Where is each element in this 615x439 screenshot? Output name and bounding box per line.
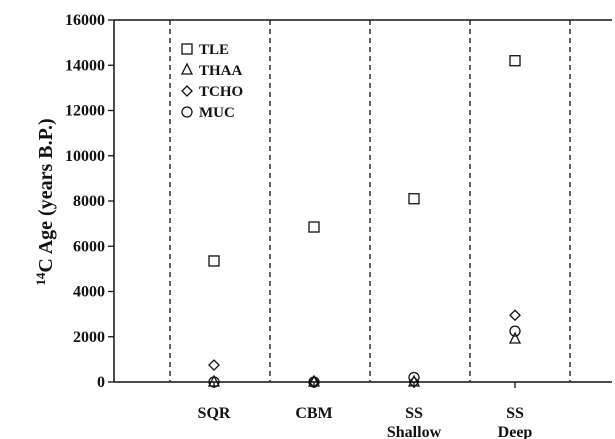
- data-point-muc: [208, 376, 220, 388]
- data-point-tle: [208, 255, 220, 267]
- data-point-thaa: [407, 374, 421, 387]
- y-tick-label: 6000: [73, 238, 105, 255]
- data-point-thaa: [307, 374, 321, 387]
- y-tick-label: 10000: [65, 148, 105, 165]
- legend-marker-tcho: [181, 85, 193, 97]
- y-tick-label: 0: [97, 374, 105, 391]
- data-point-tcho: [208, 359, 220, 371]
- x-category-label: Deep: [498, 424, 533, 439]
- data-points: [207, 55, 522, 388]
- legend-label: TLE: [199, 42, 229, 58]
- y-tick-label: 12000: [65, 103, 105, 120]
- y-tick-label: 2000: [73, 329, 105, 346]
- x-category-label: CBM: [295, 405, 332, 422]
- x-category-label: SS: [405, 405, 423, 422]
- data-point-thaa: [508, 331, 522, 344]
- data-point-tle: [308, 221, 320, 233]
- x-category-labels: SQR CBM SS Shallow SS Deep: [198, 382, 533, 439]
- legend-label: MUC: [199, 105, 235, 121]
- category-dividers: [169, 20, 571, 382]
- legend-marker-tle: [181, 43, 193, 55]
- legend-label: THAA: [199, 63, 243, 79]
- y-axis-label: 14C Age (years B.P.): [33, 118, 57, 285]
- data-point-tle: [408, 193, 420, 205]
- y-axis-label-superscript: 14: [33, 272, 48, 286]
- y-tick-label: 14000: [65, 57, 105, 74]
- x-category-label: SQR: [198, 405, 231, 422]
- data-point-muc: [408, 371, 420, 384]
- y-ticks: 0 2000 4000 6000 8000 10000 12000 14000 16000: [65, 12, 114, 391]
- legend-marker-muc: [181, 106, 193, 118]
- data-point-muc: [308, 376, 320, 388]
- y-axis-label-text: C Age (years B.P.): [35, 118, 57, 272]
- data-point-muc: [509, 325, 521, 337]
- x-category-label: Shallow: [387, 424, 442, 439]
- y-tick-label: 16000: [65, 12, 105, 29]
- data-point-thaa: [207, 374, 221, 387]
- data-point-tle: [509, 55, 521, 67]
- x-category-label: SS: [506, 405, 524, 422]
- legend-label: TCHO: [199, 84, 243, 100]
- data-point-tcho: [509, 309, 521, 322]
- y-tick-label: 8000: [73, 193, 105, 210]
- y-tick-label: 4000: [73, 284, 105, 301]
- legend: TLE THAA TCHO MUC: [180, 42, 243, 121]
- legend-marker-thaa: [180, 62, 194, 75]
